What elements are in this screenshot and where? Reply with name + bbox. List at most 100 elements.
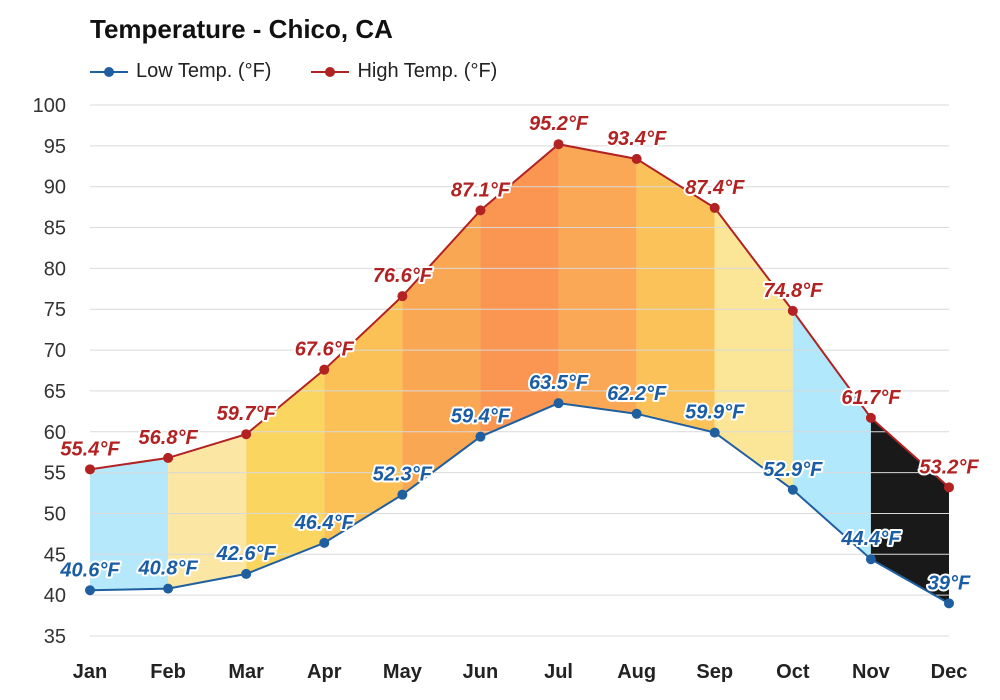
x-tick-label-apr: Apr <box>307 661 342 683</box>
low-temp-point-may <box>397 489 408 500</box>
y-tick-label: 45 <box>44 544 66 566</box>
high-temp-label-oct: 74.8°F <box>763 280 823 302</box>
high-temp-label-nov: 61.7°F <box>841 387 901 409</box>
low-temp-point-feb <box>163 583 174 594</box>
high-temp-point-feb <box>163 452 174 463</box>
gridlines <box>90 104 949 637</box>
low-temp-point-jul <box>553 398 564 409</box>
legend-low-marker-icon <box>90 66 128 77</box>
x-tick-label-jan: Jan <box>73 661 107 683</box>
x-tick-label-mar: Mar <box>228 661 264 683</box>
high-temp-label-feb: 56.8°F <box>139 427 199 449</box>
high-temp-point-may <box>397 291 408 302</box>
y-tick-label: 50 <box>44 503 66 525</box>
low-temp-label-apr: 46.4°F <box>294 512 355 534</box>
y-tick-label: 90 <box>44 177 66 199</box>
range-band-nov <box>870 417 949 604</box>
y-tick-label: 60 <box>44 422 66 444</box>
high-temp-label-jul: 95.2°F <box>529 113 589 135</box>
y-tick-label: 55 <box>44 463 66 485</box>
x-tick-label-feb: Feb <box>150 661 186 683</box>
high-temp-label-apr: 67.6°F <box>295 339 355 361</box>
high-temp-label-sep: 87.4°F <box>685 177 745 199</box>
high-temp-label-jun: 87.1°F <box>451 179 511 201</box>
high-temp-label-may: 76.6°F <box>373 265 433 287</box>
y-axis-ticks: 35 40 45 50 55 60 65 70 75 80 85 90 95 100 <box>33 95 66 648</box>
chart-title: Temperature - Chico, CA <box>90 14 393 44</box>
legend-low-label: Low Temp. (°F) <box>136 60 272 82</box>
x-tick-label-jun: Jun <box>463 661 499 683</box>
range-band-oct <box>792 310 871 560</box>
legend-high-label: High Temp. (°F) <box>357 60 498 82</box>
low-temp-label-jul: 63.5°F <box>529 372 589 394</box>
low-temp-point-aug <box>631 408 642 419</box>
legend-high-marker-icon <box>311 66 350 77</box>
y-tick-label: 35 <box>44 626 66 648</box>
high-temp-label-mar: 59.7°F <box>217 403 277 425</box>
low-temp-label-jun: 59.4°F <box>451 406 511 428</box>
low-temp-label-feb: 40.8°F <box>138 558 199 580</box>
low-temp-point-apr <box>319 537 330 548</box>
legend-item-low[interactable]: Low Temp. (°F) <box>90 60 271 83</box>
low-temp-label-dec: 39°F <box>928 572 971 594</box>
range-band-apr <box>324 296 403 543</box>
low-temp-point-jan <box>85 585 95 596</box>
series-lines <box>89 143 950 605</box>
x-tick-label-dec: Dec <box>931 661 968 683</box>
high-temp-point-dec <box>944 482 954 493</box>
chart-legend: Low Temp. (°F) High Temp. (°F) <box>90 60 497 83</box>
y-tick-label: 85 <box>44 218 66 240</box>
range-band-may <box>402 210 481 495</box>
high-temp-point-jan <box>85 464 95 475</box>
y-tick-label: 70 <box>44 340 66 362</box>
y-tick-label: 80 <box>44 258 66 280</box>
x-tick-label-sep: Sep <box>696 661 733 683</box>
low-temp-point-sep <box>709 427 720 438</box>
high-temp-line <box>89 143 950 489</box>
low-temp-label-nov: 44.4°F <box>840 528 901 550</box>
low-temp-label-sep: 59.9°F <box>685 402 745 424</box>
high-temp-point-apr <box>319 364 330 375</box>
y-tick-label: 65 <box>44 381 66 403</box>
high-temp-label-dec: 53.2°F <box>919 456 979 478</box>
low-temp-label-may: 52.3°F <box>373 464 433 486</box>
high-temp-point-oct <box>787 305 798 316</box>
low-temp-label-mar: 42.6°F <box>216 543 277 565</box>
data-labels: 40.6°F 40.8°F 42.6°F 46.4°F 52.3°F 59.4°F 63.5… <box>57 111 981 596</box>
series-points <box>85 139 954 609</box>
y-tick-label: 75 <box>44 299 66 321</box>
high-temp-point-jun <box>475 205 486 216</box>
range-band-jan <box>90 457 169 591</box>
y-tick-label: 40 <box>44 585 66 607</box>
high-temp-label-aug: 93.4°F <box>607 128 667 150</box>
high-temp-point-aug <box>631 153 642 164</box>
x-tick-label-aug: Aug <box>617 661 656 683</box>
legend-item-high[interactable]: High Temp. (°F) <box>311 60 497 83</box>
high-temp-point-mar <box>241 429 252 440</box>
low-temp-point-oct <box>787 484 798 495</box>
x-tick-label-oct: Oct <box>776 661 810 683</box>
x-tick-label-nov: Nov <box>852 661 891 683</box>
temperature-range-bands <box>90 144 949 604</box>
range-band-jun <box>480 144 559 437</box>
low-temp-label-oct: 52.9°F <box>763 459 823 481</box>
high-temp-point-nov <box>865 412 876 423</box>
range-band-sep <box>714 207 793 490</box>
x-tick-label-jul: Jul <box>544 661 573 683</box>
low-temp-label-aug: 62.2°F <box>607 383 667 405</box>
y-tick-label: 100 <box>33 95 66 117</box>
y-tick-label: 95 <box>44 136 66 158</box>
low-temp-point-mar <box>241 568 252 579</box>
low-temp-point-dec <box>944 598 954 609</box>
x-tick-label-may: May <box>383 661 423 683</box>
low-temp-point-nov <box>865 554 876 565</box>
high-temp-point-sep <box>709 202 720 213</box>
range-band-jul <box>558 144 637 414</box>
low-temp-point-jun <box>475 431 486 442</box>
low-temp-label-jan: 40.6°F <box>59 559 120 581</box>
high-temp-label-jan: 55.4°F <box>60 438 120 460</box>
range-band-mar <box>246 369 325 574</box>
low-temp-line <box>89 402 950 605</box>
high-temp-point-jul <box>553 139 564 150</box>
